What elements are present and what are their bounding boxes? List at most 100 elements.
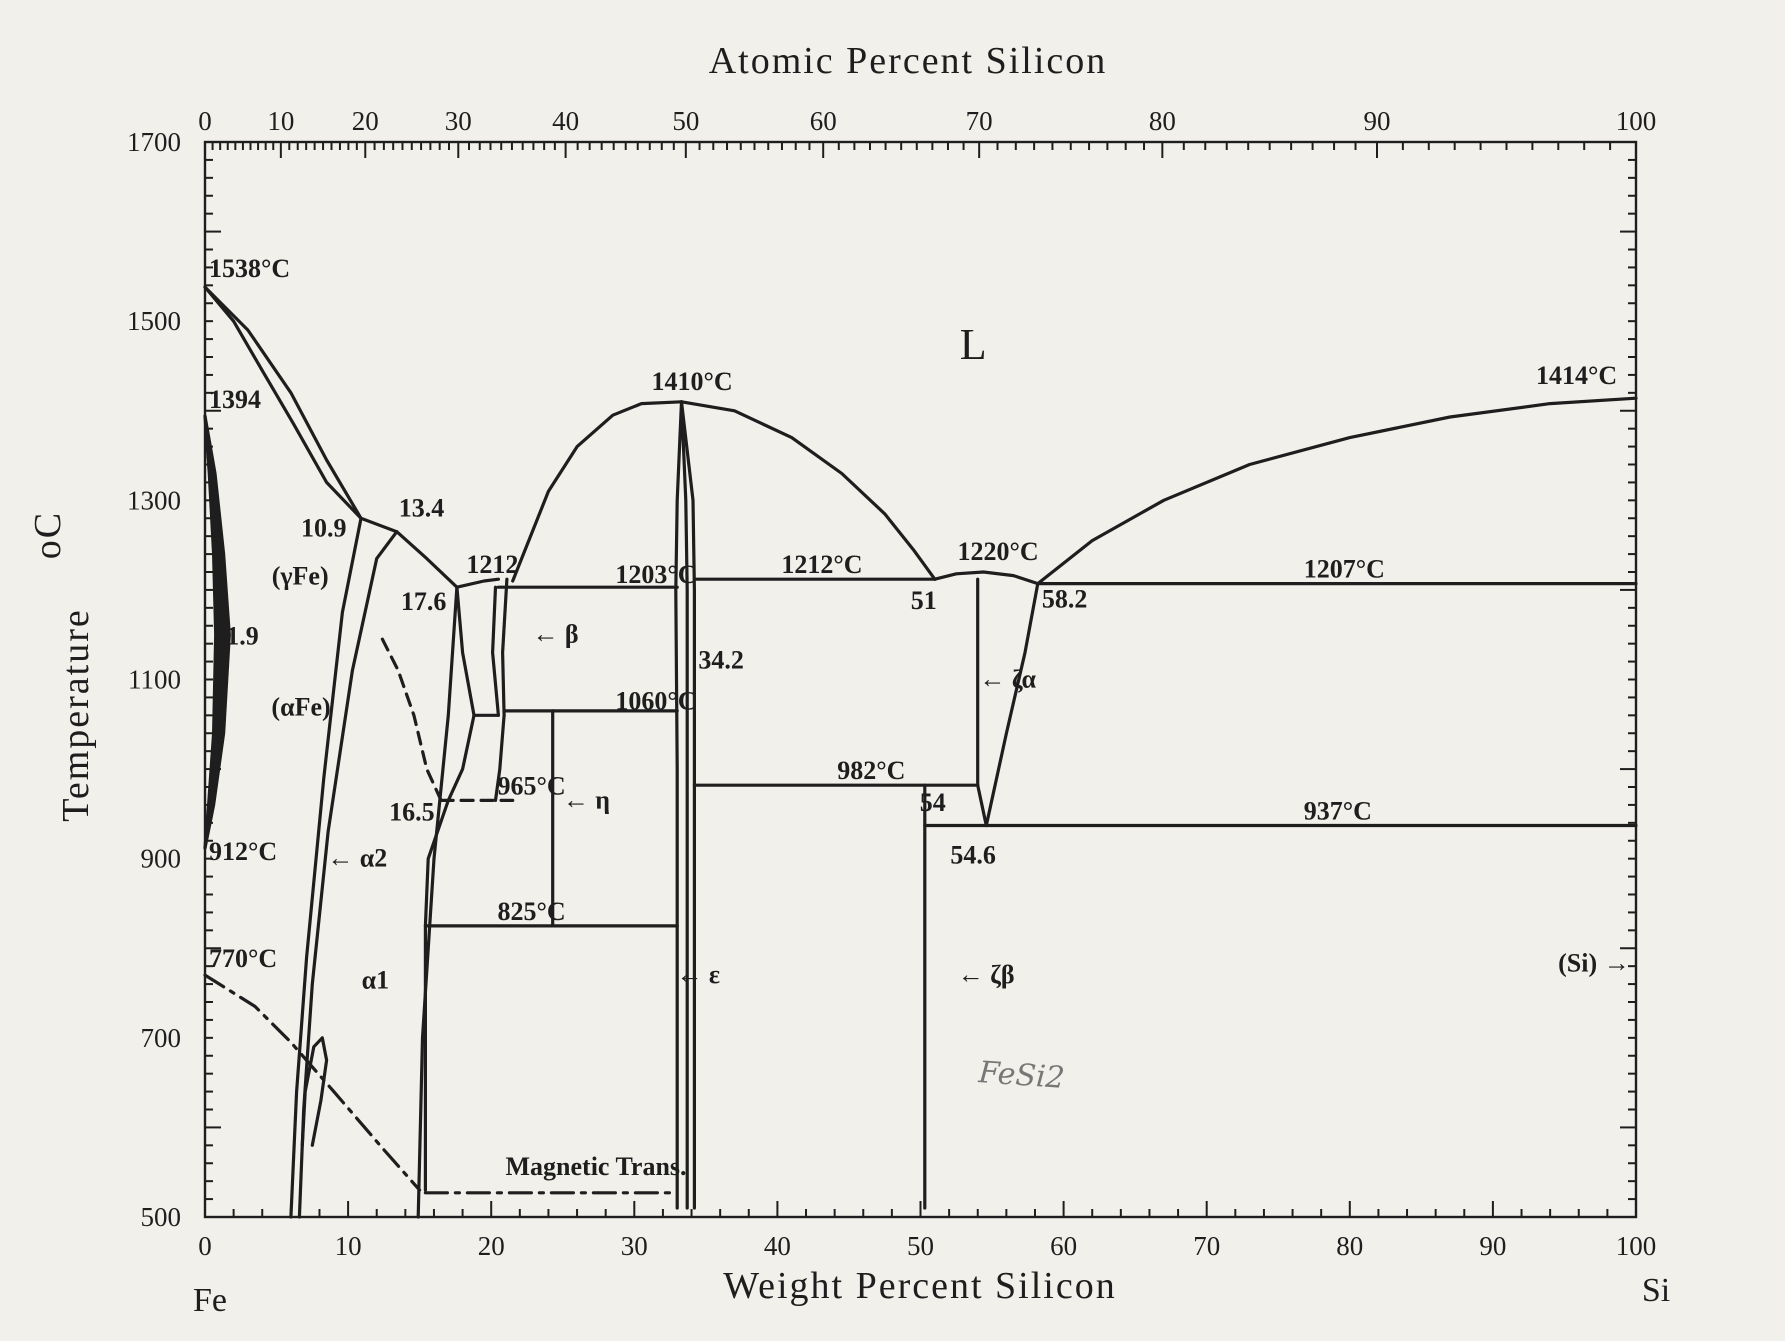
y-tick-label: 700	[141, 1023, 182, 1053]
bottom-tick-label: 20	[478, 1231, 505, 1261]
annotation-label: 982°C	[837, 756, 905, 785]
axis-ticks: 0 10 20 30 40 50 60 70 80 90 100 0 10 20 30 40 50 60 70 80 9…	[127, 106, 1656, 1261]
annotation-label: 54.6	[950, 841, 996, 870]
bottom-tick-label: 10	[335, 1231, 362, 1261]
boundary-zeta-dome	[933, 570, 1040, 586]
annotation-labels: L (γFe) (αFe) α1 ← α2 ← β ← η ← ε ← ζα ← ζβ (Si) →…	[209, 254, 1630, 1181]
annotation-label: 1538°C	[209, 254, 290, 283]
boundary-zeta-alpha-right	[984, 581, 1040, 828]
annotation-label: 825°C	[497, 897, 565, 926]
boundary-fe2si-field-right	[493, 713, 506, 803]
phase-label-alpha-fe: (αFe)	[271, 692, 330, 721]
top-tick-label: 70	[966, 106, 993, 136]
bottom-tick-label: 100	[1616, 1231, 1657, 1261]
annotation-label: 912°C	[209, 837, 277, 866]
bottom-tick-label: 70	[1193, 1231, 1220, 1261]
y-axis-unit: oC	[27, 511, 69, 559]
phase-label-alpha2: ← α2	[327, 844, 387, 873]
top-tick-label: 90	[1363, 106, 1390, 136]
annotation-label: 13.4	[399, 493, 445, 522]
annotation-label: 1414°C	[1536, 361, 1617, 390]
boundary-alpha-ordering-loop	[300, 1036, 329, 1147]
y-tick-label: 900	[141, 844, 182, 874]
bottom-tick-label: 60	[1050, 1231, 1077, 1261]
bottom-tick-label: 80	[1336, 1231, 1363, 1261]
annotation-label: 1394	[209, 385, 261, 414]
boundary-beta-left	[455, 585, 476, 717]
boundary-solidus-fe	[203, 285, 363, 520]
boundary-zeta-alpha-bottom	[976, 783, 988, 828]
boundary-liquidus-fe	[203, 285, 500, 589]
top-tick-label: 0	[198, 106, 212, 136]
top-tick-label: 10	[267, 106, 294, 136]
top-tick-label: 20	[352, 106, 379, 136]
y-tick-label: 1300	[127, 485, 181, 515]
bottom-tick-label: 50	[907, 1231, 934, 1261]
boundary-fesi-left-1	[674, 400, 684, 1210]
top-tick-label: 40	[552, 106, 579, 136]
handwritten-note: FeSi2	[976, 1055, 1065, 1096]
y-tick-label: 500	[141, 1202, 182, 1232]
boundary-alpha2-ordering-dashed	[380, 637, 443, 803]
y-tick-label: 1700	[127, 127, 181, 157]
si-corner-label: Si	[1642, 1272, 1670, 1309]
bottom-tick-label: 30	[621, 1231, 648, 1261]
top-tick-label: 80	[1149, 106, 1176, 136]
y-tick-label: 1100	[128, 665, 181, 695]
annotation-label: 1.9	[226, 622, 259, 651]
annotation-label: 770°C	[209, 944, 277, 973]
boundary-liquidus-fesi-left	[511, 400, 684, 583]
phase-label-eta: ← η	[563, 785, 610, 814]
top-tick-label: 30	[445, 106, 472, 136]
boundary-fe2si-field-left	[423, 713, 476, 1192]
top-tick-label: 60	[810, 106, 837, 136]
boundary-alpha2-right	[416, 585, 459, 1219]
bottom-tick-label: 40	[764, 1231, 791, 1261]
phase-label-gamma-fe: (γFe)	[272, 561, 329, 590]
annotation-label: 1212°C	[781, 550, 862, 579]
annotation-label: 1212	[466, 550, 518, 579]
annotation-label: 51	[911, 586, 937, 615]
y-axis-title: Temperature	[55, 608, 97, 821]
annotation-label: Magnetic Trans.	[506, 1152, 687, 1181]
phase-label-liquid: L	[960, 320, 987, 369]
annotation-label: 34.2	[698, 646, 744, 675]
annotation-label: 1060°C	[615, 686, 696, 715]
phase-label-beta: ← β	[532, 620, 578, 649]
annotation-label: 16.5	[389, 797, 435, 826]
bottom-tick-label: 90	[1479, 1231, 1506, 1261]
top-axis-title: Atomic Percent Silicon	[709, 40, 1108, 82]
phase-label-zeta-alpha: ← ζα	[979, 665, 1036, 694]
annotation-label: 1220°C	[957, 537, 1038, 566]
boundary-fesi-right	[679, 400, 697, 1210]
annotation-label: 1203°C	[615, 560, 696, 589]
bottom-tick-label: 0	[198, 1231, 212, 1261]
bottom-axis-title: Weight Percent Silicon	[723, 1265, 1116, 1307]
phase-label-epsilon: ← ε	[676, 960, 720, 989]
annotation-label: 58.2	[1042, 585, 1088, 614]
boundary-fesi-left-2	[679, 400, 689, 1210]
boundary-liquidus-si	[1036, 396, 1638, 586]
annotation-label: 10.9	[301, 513, 347, 542]
annotation-label: 17.6	[401, 587, 447, 616]
fe-corner-label: Fe	[193, 1282, 227, 1319]
boundary-magnetic-curie	[203, 973, 422, 1192]
phase-label-alpha1: α1	[362, 966, 390, 995]
top-tick-label: 50	[672, 106, 699, 136]
annotation-label: 937°C	[1304, 797, 1372, 826]
top-tick-label: 100	[1616, 106, 1657, 136]
phase-boundaries	[203, 285, 1638, 1219]
annotation-label: 54	[920, 788, 946, 817]
boundary-alpha1-alpha2-left-1	[289, 516, 363, 1219]
y-tick-label: 1500	[127, 306, 181, 336]
boundary-liquidus-fesi-right	[679, 400, 937, 581]
boundary-beta-right	[491, 585, 500, 717]
annotation-label: 1410°C	[652, 367, 733, 396]
phase-label-zeta-beta: ← ζβ	[958, 960, 1015, 989]
boundary-beta-right-2	[501, 577, 509, 717]
gamma-loop-fill	[205, 416, 230, 848]
annotation-label: 965°C	[497, 771, 565, 800]
annotation-label: 1207°C	[1304, 555, 1385, 584]
